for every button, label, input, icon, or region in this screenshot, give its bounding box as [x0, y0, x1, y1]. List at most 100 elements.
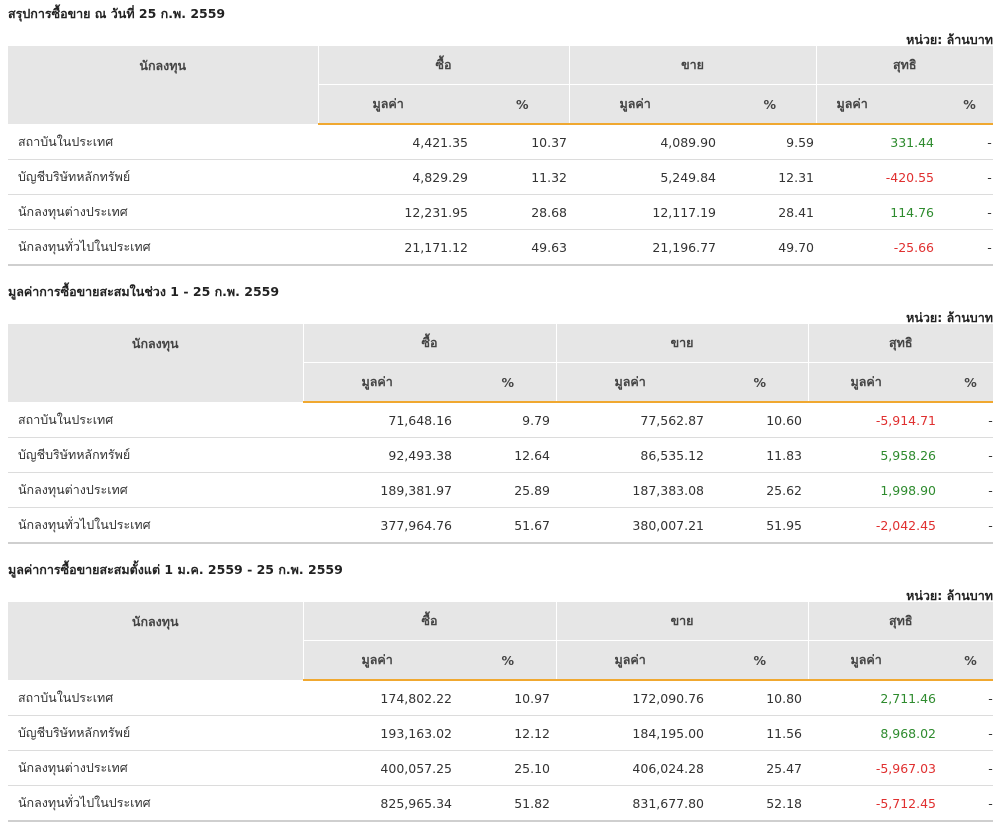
buy-value-header: มูลค่า: [317, 84, 476, 125]
buy-pct: 12.64: [460, 437, 556, 473]
unit-label: หน่วย: ล้านบาท: [906, 310, 993, 325]
net-value: -5,967.03: [808, 750, 949, 786]
section-year-to-date: มูลค่าการซื้อขายสะสมตั้งแต่ 1 ม.ค. 2559 …: [8, 560, 994, 822]
net-pct: -: [946, 229, 994, 266]
sell-value-header: มูลค่า: [555, 362, 712, 403]
sell-pct: 51.95: [712, 507, 809, 544]
investor-header: นักลงทุน: [8, 602, 303, 680]
summary-table: นักลงทุน ซื้อ ขาย สุทธิ มูลค่า % มูลค่า …: [8, 46, 994, 266]
buy-pct-header: %: [476, 84, 569, 125]
sell-pct-header: %: [724, 84, 817, 125]
sell-pct-header: %: [712, 362, 809, 403]
buy-value: 377,964.76: [303, 507, 460, 544]
sell-value: 86,535.12: [556, 437, 712, 473]
table-row: บัญชีบริษัทหลักทรัพย์ 92,493.38 12.64 86…: [8, 437, 994, 473]
table-row: สถาบันในประเทศ 174,802.22 10.97 172,090.…: [8, 680, 994, 716]
net-value: 1,998.90: [808, 472, 949, 508]
net-value-header: มูลค่า: [807, 640, 949, 681]
investor-name: นักลงทุนทั่วไปในประเทศ: [8, 229, 318, 266]
sell-value: 187,383.08: [556, 472, 712, 508]
net-pct-header: %: [946, 84, 994, 125]
buy-pct: 11.32: [476, 159, 569, 195]
investor-name: บัญชีบริษัทหลักทรัพย์: [8, 715, 303, 751]
net-value: -25.66: [816, 229, 947, 266]
investor-name: บัญชีบริษัทหลักทรัพย์: [8, 159, 318, 195]
net-pct: -: [946, 159, 994, 195]
table-row: บัญชีบริษัทหลักทรัพย์ 4,829.29 11.32 5,2…: [8, 159, 994, 195]
investor-name: บัญชีบริษัทหลักทรัพย์: [8, 437, 303, 473]
investor-name: สถาบันในประเทศ: [8, 402, 303, 438]
buy-value: 21,171.12: [318, 229, 476, 266]
buy-value-header: มูลค่า: [302, 640, 460, 681]
table-row: สถาบันในประเทศ 71,648.16 9.79 77,562.87 …: [8, 402, 994, 438]
sell-value: 4,089.90: [569, 124, 724, 160]
net-value: 5,958.26: [808, 437, 949, 473]
net-pct: -: [948, 680, 994, 716]
sell-value-header: มูลค่า: [568, 84, 724, 125]
section-title: มูลค่าการซื้อขายสะสมตั้งแต่ 1 ม.ค. 2559 …: [8, 562, 343, 577]
sell-pct: 11.83: [712, 437, 809, 473]
net-value: 2,711.46: [808, 680, 949, 716]
sell-pct: 28.41: [724, 194, 817, 230]
table-row: นักลงทุนต่างประเทศ 12,231.95 28.68 12,11…: [8, 194, 994, 230]
sell-pct-header: %: [712, 640, 809, 681]
buy-value-header: มูลค่า: [302, 362, 460, 403]
summary-table: นักลงทุน ซื้อ ขาย สุทธิ มูลค่า % มูลค่า …: [8, 602, 994, 822]
sell-value: 831,677.80: [556, 785, 712, 822]
sell-pct: 52.18: [712, 785, 809, 822]
net-value-header: มูลค่า: [807, 362, 949, 403]
buy-pct: 9.79: [460, 402, 556, 438]
buy-pct: 10.37: [476, 124, 569, 160]
net-value: -5,712.45: [808, 785, 949, 822]
buy-pct: 51.82: [460, 785, 556, 822]
sell-pct: 10.80: [712, 680, 809, 716]
buy-header: ซื้อ: [317, 46, 569, 85]
sell-pct: 25.62: [712, 472, 809, 508]
buy-pct: 49.63: [476, 229, 569, 266]
table-row: บัญชีบริษัทหลักทรัพย์ 193,163.02 12.12 1…: [8, 715, 994, 751]
net-pct: -: [948, 750, 994, 786]
investor-header: นักลงทุน: [8, 324, 303, 402]
net-pct: -: [948, 507, 994, 544]
section-title: มูลค่าการซื้อขายสะสมในช่วง 1 - 25 ก.พ. 2…: [8, 284, 280, 299]
unit-label: หน่วย: ล้านบาท: [906, 32, 993, 47]
buy-pct: 25.10: [460, 750, 556, 786]
sell-pct: 12.31: [724, 159, 817, 195]
net-pct: -: [948, 715, 994, 751]
net-value: 114.76: [816, 194, 947, 230]
buy-value: 174,802.22: [303, 680, 460, 716]
buy-header: ซื้อ: [302, 324, 556, 363]
sell-value: 21,196.77: [569, 229, 724, 266]
net-value: 8,968.02: [808, 715, 949, 751]
table-row: นักลงทุนทั่วไปในประเทศ 377,964.76 51.67 …: [8, 507, 994, 544]
buy-value: 92,493.38: [303, 437, 460, 473]
sell-pct: 49.70: [724, 229, 817, 266]
investor-name: นักลงทุนทั่วไปในประเทศ: [8, 785, 303, 822]
net-value-header: มูลค่า: [815, 84, 947, 125]
buy-pct: 51.67: [460, 507, 556, 544]
section-daily: สรุปการซื้อขาย ณ วันที่ 25 ก.พ. 2559 หน่…: [8, 4, 994, 266]
section-month-to-date: มูลค่าการซื้อขายสะสมในช่วง 1 - 25 ก.พ. 2…: [8, 282, 994, 544]
buy-pct: 25.89: [460, 472, 556, 508]
buy-value: 12,231.95: [318, 194, 476, 230]
net-header: สุทธิ: [807, 602, 994, 641]
investor-name: สถาบันในประเทศ: [8, 680, 303, 716]
buy-value: 825,965.34: [303, 785, 460, 822]
sell-value: 5,249.84: [569, 159, 724, 195]
section-title: สรุปการซื้อขาย ณ วันที่ 25 ก.พ. 2559: [8, 6, 226, 21]
net-header: สุทธิ: [807, 324, 994, 363]
net-pct: -: [948, 437, 994, 473]
sell-value: 184,195.00: [556, 715, 712, 751]
buy-value: 193,163.02: [303, 715, 460, 751]
sell-value: 172,090.76: [556, 680, 712, 716]
sell-pct: 11.56: [712, 715, 809, 751]
sell-header: ขาย: [555, 324, 809, 363]
net-pct: -: [946, 124, 994, 160]
investor-name: นักลงทุนต่างประเทศ: [8, 194, 318, 230]
sell-value: 406,024.28: [556, 750, 712, 786]
table-row: นักลงทุนต่างประเทศ 189,381.97 25.89 187,…: [8, 472, 994, 508]
investor-name: นักลงทุนต่างประเทศ: [8, 750, 303, 786]
investor-name: สถาบันในประเทศ: [8, 124, 318, 160]
sell-value: 12,117.19: [569, 194, 724, 230]
table-row: นักลงทุนทั่วไปในประเทศ 21,171.12 49.63 2…: [8, 229, 994, 266]
